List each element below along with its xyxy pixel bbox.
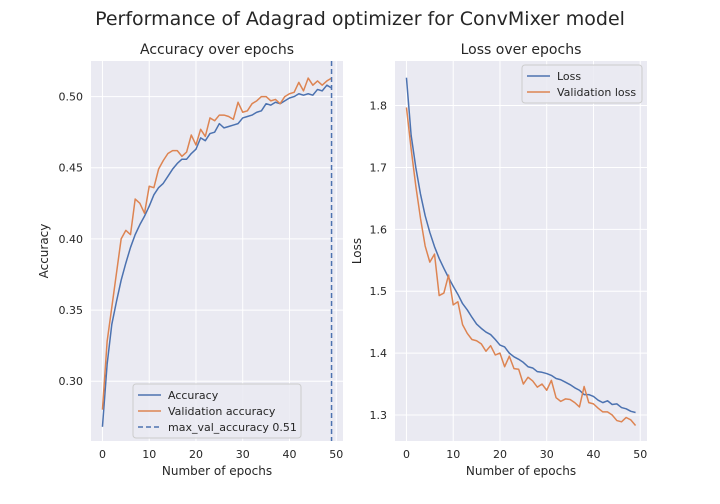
loss-x-tick-label: 50 [633,448,647,461]
loss-series-validation-line [405,107,637,427]
loss-x-tick-label: 40 [586,448,600,461]
accuracy-legend: Accuracy Validation accuracy max_val_accur… [132,383,302,439]
accuracy-x-tick-label: 40 [282,448,296,461]
accuracy-series-train-line [101,84,332,427]
loss-y-tick-label: 1.6 [370,223,388,236]
accuracy-legend-label: Validation accuracy [168,405,276,418]
loss-legend-box [521,64,643,104]
accuracy-legend-label: max_val_accuracy 0.51 [168,421,297,434]
accuracy-legend-box [132,383,302,439]
loss-y-tick-label: 1.7 [370,161,388,174]
loss-y-tick-label: 1.8 [370,100,388,113]
loss-legend-label: Validation loss [557,86,636,99]
accuracy-y-tick-label: 0.50 [59,91,84,104]
loss-chart-title: Loss over epochs [461,42,582,58]
loss-x-tick-label: 0 [403,448,410,461]
accuracy-x-tick-label: 20 [189,448,203,461]
loss-x-tick-label: 20 [493,448,507,461]
accuracy-plot-area [91,61,343,441]
accuracy-x-tick-label: 0 [99,448,106,461]
loss-plot-area [395,61,647,441]
loss-legend-label: Loss [557,70,581,83]
loss-y-tick-label: 1.5 [370,285,388,298]
accuracy-x-axis-label: Number of epochs [162,464,272,478]
loss-x-tick-label: 30 [540,448,554,461]
loss-legend: Loss Validation loss [521,64,643,104]
loss-y-tick-label: 1.3 [370,409,388,422]
accuracy-chart: 0 10 20 30 40 50 0.30 0.35 0.40 0.45 0.50 Accuracy … [37,42,343,478]
loss-series-train-line [405,77,636,414]
accuracy-x-tick-label: 50 [329,448,343,461]
accuracy-x-tick-label: 30 [236,448,250,461]
accuracy-y-tick-label: 0.40 [59,233,84,246]
accuracy-y-tick-label: 0.45 [59,162,84,175]
figure-title: Performance of Adagrad optimizer for Con… [95,8,625,30]
accuracy-legend-label: Accuracy [168,389,219,402]
accuracy-series-validation-line [101,77,332,410]
loss-y-tick-label: 1.4 [370,347,388,360]
loss-chart: 0 10 20 30 40 50 1.3 1.4 1.5 1.6 1.7 1.8 Loss over e… [350,42,647,478]
loss-x-axis-label: Number of epochs [466,464,576,478]
accuracy-y-axis-label: Accuracy [37,224,51,279]
loss-y-axis-label: Loss [350,238,364,264]
accuracy-y-tick-label: 0.30 [59,375,84,388]
accuracy-chart-title: Accuracy over epochs [140,42,294,58]
loss-x-tick-label: 10 [446,448,460,461]
accuracy-y-tick-label: 0.35 [59,304,84,317]
accuracy-x-tick-label: 10 [142,448,156,461]
